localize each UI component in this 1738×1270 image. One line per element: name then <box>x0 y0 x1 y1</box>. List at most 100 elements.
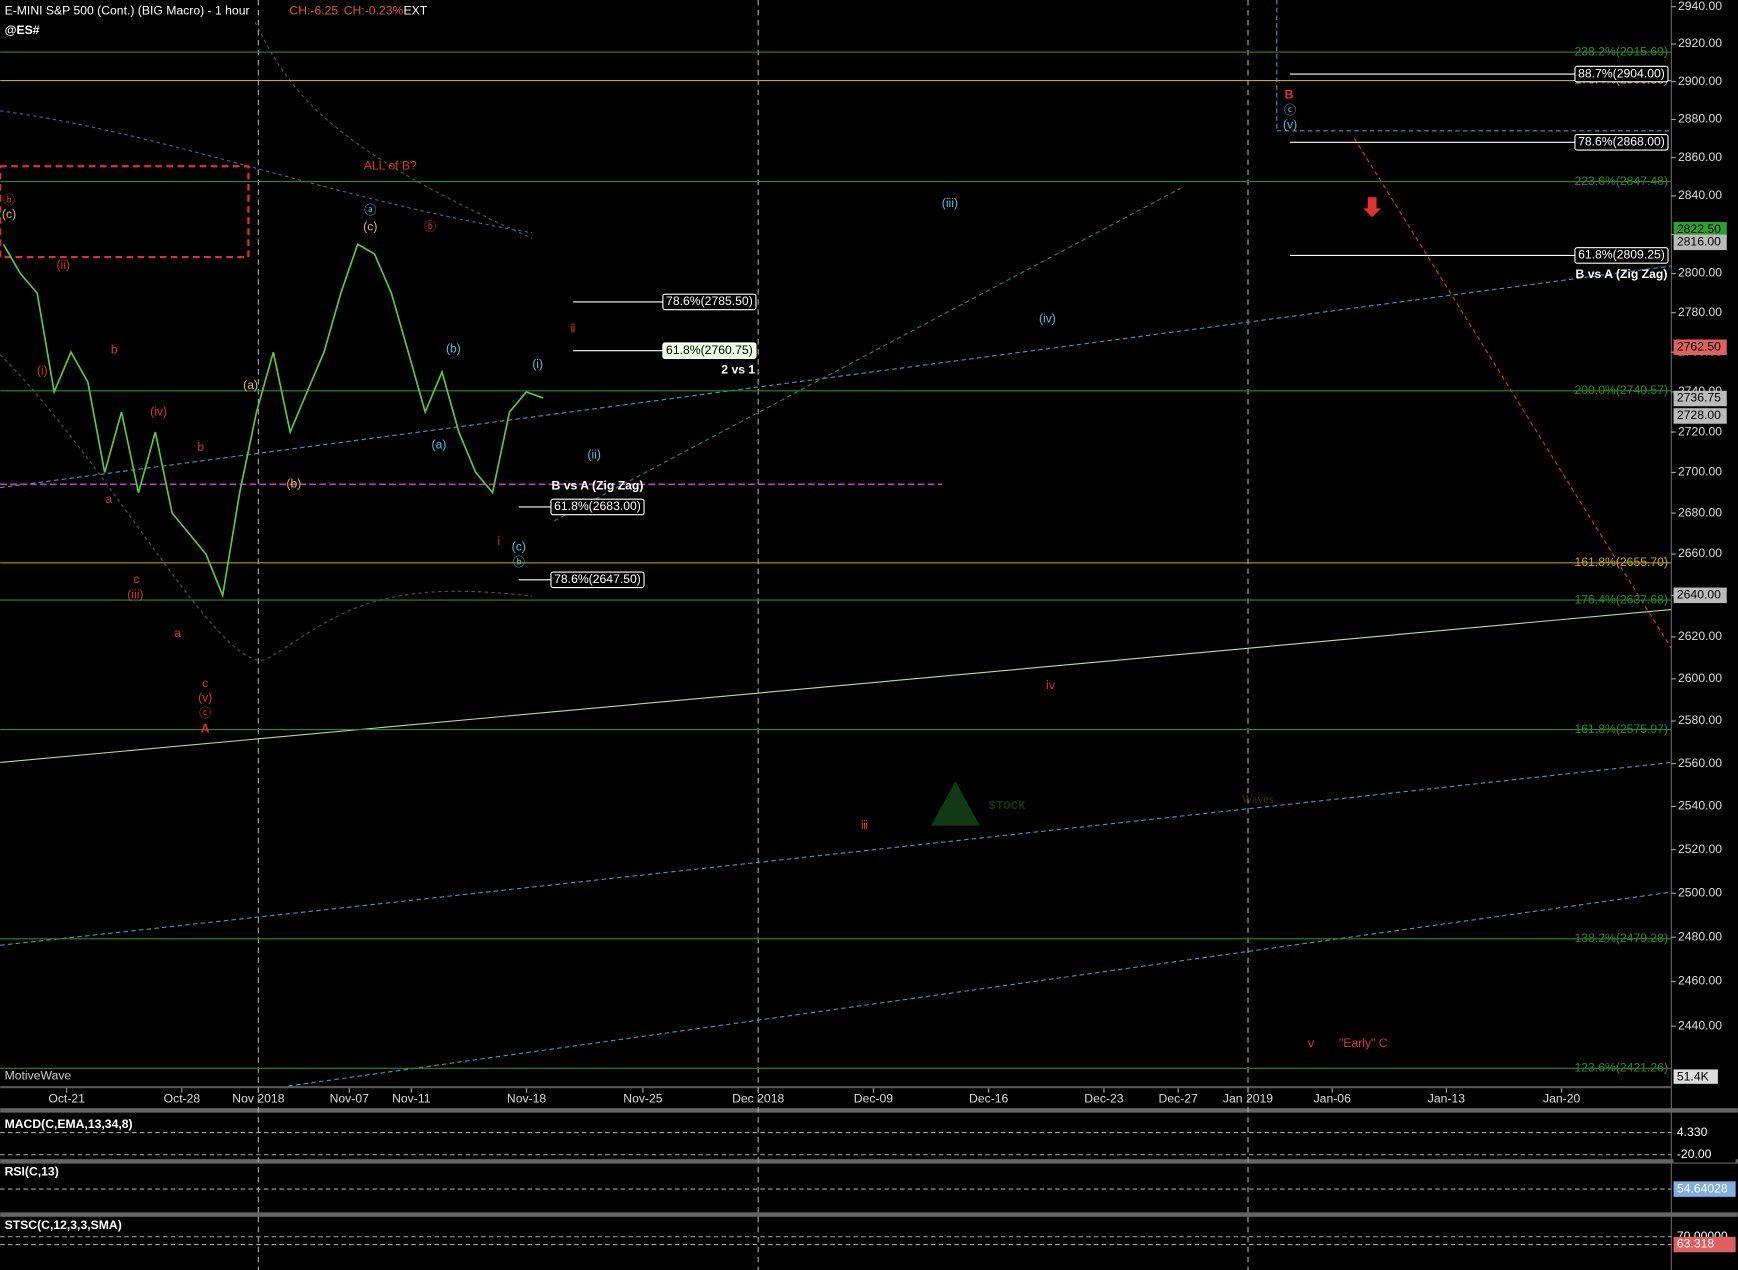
indicator-badge <box>1673 1146 1736 1163</box>
indicator-badge <box>1673 1181 1736 1197</box>
watermark: Waves <box>1241 792 1273 806</box>
y-tick-label: 2540.00 <box>1678 799 1722 813</box>
wave-label: 2 vs 1 <box>721 362 755 376</box>
fib-label: 176.4%(2637.68) <box>1574 592 1668 606</box>
y-tick-label: 2780.00 <box>1678 305 1722 319</box>
wave-label: b <box>197 440 204 454</box>
trend-line <box>288 891 1672 1087</box>
x-tick-label: Dec-27 <box>1159 1092 1199 1106</box>
symbol: @ES# <box>5 23 40 37</box>
wave-label: ⓒ <box>199 706 211 720</box>
trend-line <box>0 761 1672 946</box>
wave-label: ⅲ <box>861 818 869 832</box>
target-label: 78.6%(2647.50) <box>554 572 641 586</box>
wave-label: ⓑ <box>513 555 525 569</box>
wave-label: (c) <box>512 540 526 554</box>
y-tick-label: 2940.00 <box>1678 0 1722 13</box>
x-tick-label: Oct-21 <box>48 1092 85 1106</box>
x-tick-label: Dec-23 <box>1084 1092 1124 1106</box>
target-label: 88.7%(2904.00) <box>1578 66 1665 80</box>
wave-label: (ii) <box>587 448 601 462</box>
y-tick-label: 2720.00 <box>1678 424 1722 438</box>
panel-separator <box>0 1108 1738 1113</box>
x-tick-label: Nov-25 <box>623 1092 663 1106</box>
zone-box <box>0 165 250 259</box>
channel-line <box>0 110 533 234</box>
wave-label: (ii) <box>57 258 71 272</box>
price-badge <box>1673 339 1727 356</box>
wave-label: ALL of B? <box>364 158 417 172</box>
trend-line <box>554 187 1181 522</box>
wave-label: B vs A (Zig Zag) <box>552 479 644 493</box>
indicator-readout: -20.00 <box>1677 1147 1712 1161</box>
fib-label: 200.0%(2740.57) <box>1574 383 1668 397</box>
y-tick-label: 2460.00 <box>1678 974 1722 988</box>
x-tick-label: Jan-13 <box>1428 1092 1465 1106</box>
watermark-logo <box>931 781 980 826</box>
wave-label: c <box>202 676 208 690</box>
price-badge <box>1673 234 1727 251</box>
watermark: $TOCK <box>989 799 1026 813</box>
price-badge-label: 2762.50 <box>1677 339 1721 353</box>
price-badge-label: 2816.00 <box>1677 235 1721 249</box>
down-arrow <box>1363 197 1381 218</box>
wave-label: b <box>111 342 118 356</box>
x-tick-label: Nov-07 <box>330 1092 370 1106</box>
x-tick-label: Dec-09 <box>854 1092 894 1106</box>
y-tick-label: 2800.00 <box>1678 266 1722 280</box>
wave-label: ⅴ <box>1308 1036 1315 1050</box>
wave-label: ⅰ <box>497 534 500 548</box>
y-tick-label: 2840.00 <box>1678 188 1722 202</box>
target-box <box>1574 133 1669 151</box>
fib-label: 161.8%(2655.70) <box>1574 555 1668 569</box>
change-pct: CH:-0.23% <box>344 3 404 17</box>
target-label: 61.8%(2809.25) <box>1578 248 1665 262</box>
wave-label: (v) <box>1283 117 1297 131</box>
fib-label: 123.6%(2421.26) <box>1574 1061 1668 1075</box>
chart-title: E-MINI S&P 500 (Cont.) (BIG Macro) - 1 h… <box>5 3 250 17</box>
y-tick-label: 2880.00 <box>1678 112 1722 126</box>
price-line <box>2 243 544 599</box>
target-label: 61.8%(2683.00) <box>554 499 641 513</box>
wave-label: (v) <box>198 690 212 704</box>
x-tick-label: Dec-16 <box>969 1092 1009 1106</box>
wave-label: (b) <box>446 341 461 355</box>
wave-label: B <box>1285 88 1294 102</box>
wave-label: A <box>201 721 210 735</box>
wave-label: ⅳ <box>1046 678 1056 692</box>
change: CH:-6.25 <box>289 3 338 17</box>
target-box <box>662 293 757 311</box>
fib-label: 238.2%(2915.69) <box>1574 44 1668 58</box>
fib-label: 223.6%(2847.48) <box>1574 174 1668 188</box>
x-tick-label: Jan-06 <box>1314 1092 1351 1106</box>
y-tick-label: 2620.00 <box>1678 629 1722 643</box>
trend-line <box>0 265 1672 489</box>
indicator-badge <box>1673 1236 1736 1253</box>
target-box <box>550 571 645 589</box>
target-box <box>662 342 757 360</box>
price-badge-label: 2822.50 <box>1677 222 1721 236</box>
wave-label: ⓑ <box>424 219 436 233</box>
brand: MotiveWave <box>5 1068 72 1082</box>
target-label: 61.8%(2760.75) <box>666 343 753 357</box>
y-tick-label: 2480.00 <box>1678 929 1722 943</box>
x-tick-label: Nov 2018 <box>232 1092 284 1106</box>
price-badge <box>1673 221 1727 238</box>
wave-label: (iv) <box>150 404 167 418</box>
wave-label: a <box>105 492 112 506</box>
wave-label: (a) <box>432 438 447 452</box>
wave-label: (i) <box>532 357 543 371</box>
y-tick-label: 2520.00 <box>1678 842 1722 856</box>
x-tick-label: Dec 2018 <box>732 1092 784 1106</box>
price-badge <box>1673 587 1727 604</box>
axis-separator <box>0 1086 1672 1089</box>
trend-line <box>0 608 1672 763</box>
wave-label: ⅱ <box>570 321 576 335</box>
indicator-readout: 63.318 <box>1677 1237 1714 1251</box>
x-tick-label: Nov-11 <box>392 1092 431 1106</box>
wave-label: (a) <box>243 378 258 392</box>
